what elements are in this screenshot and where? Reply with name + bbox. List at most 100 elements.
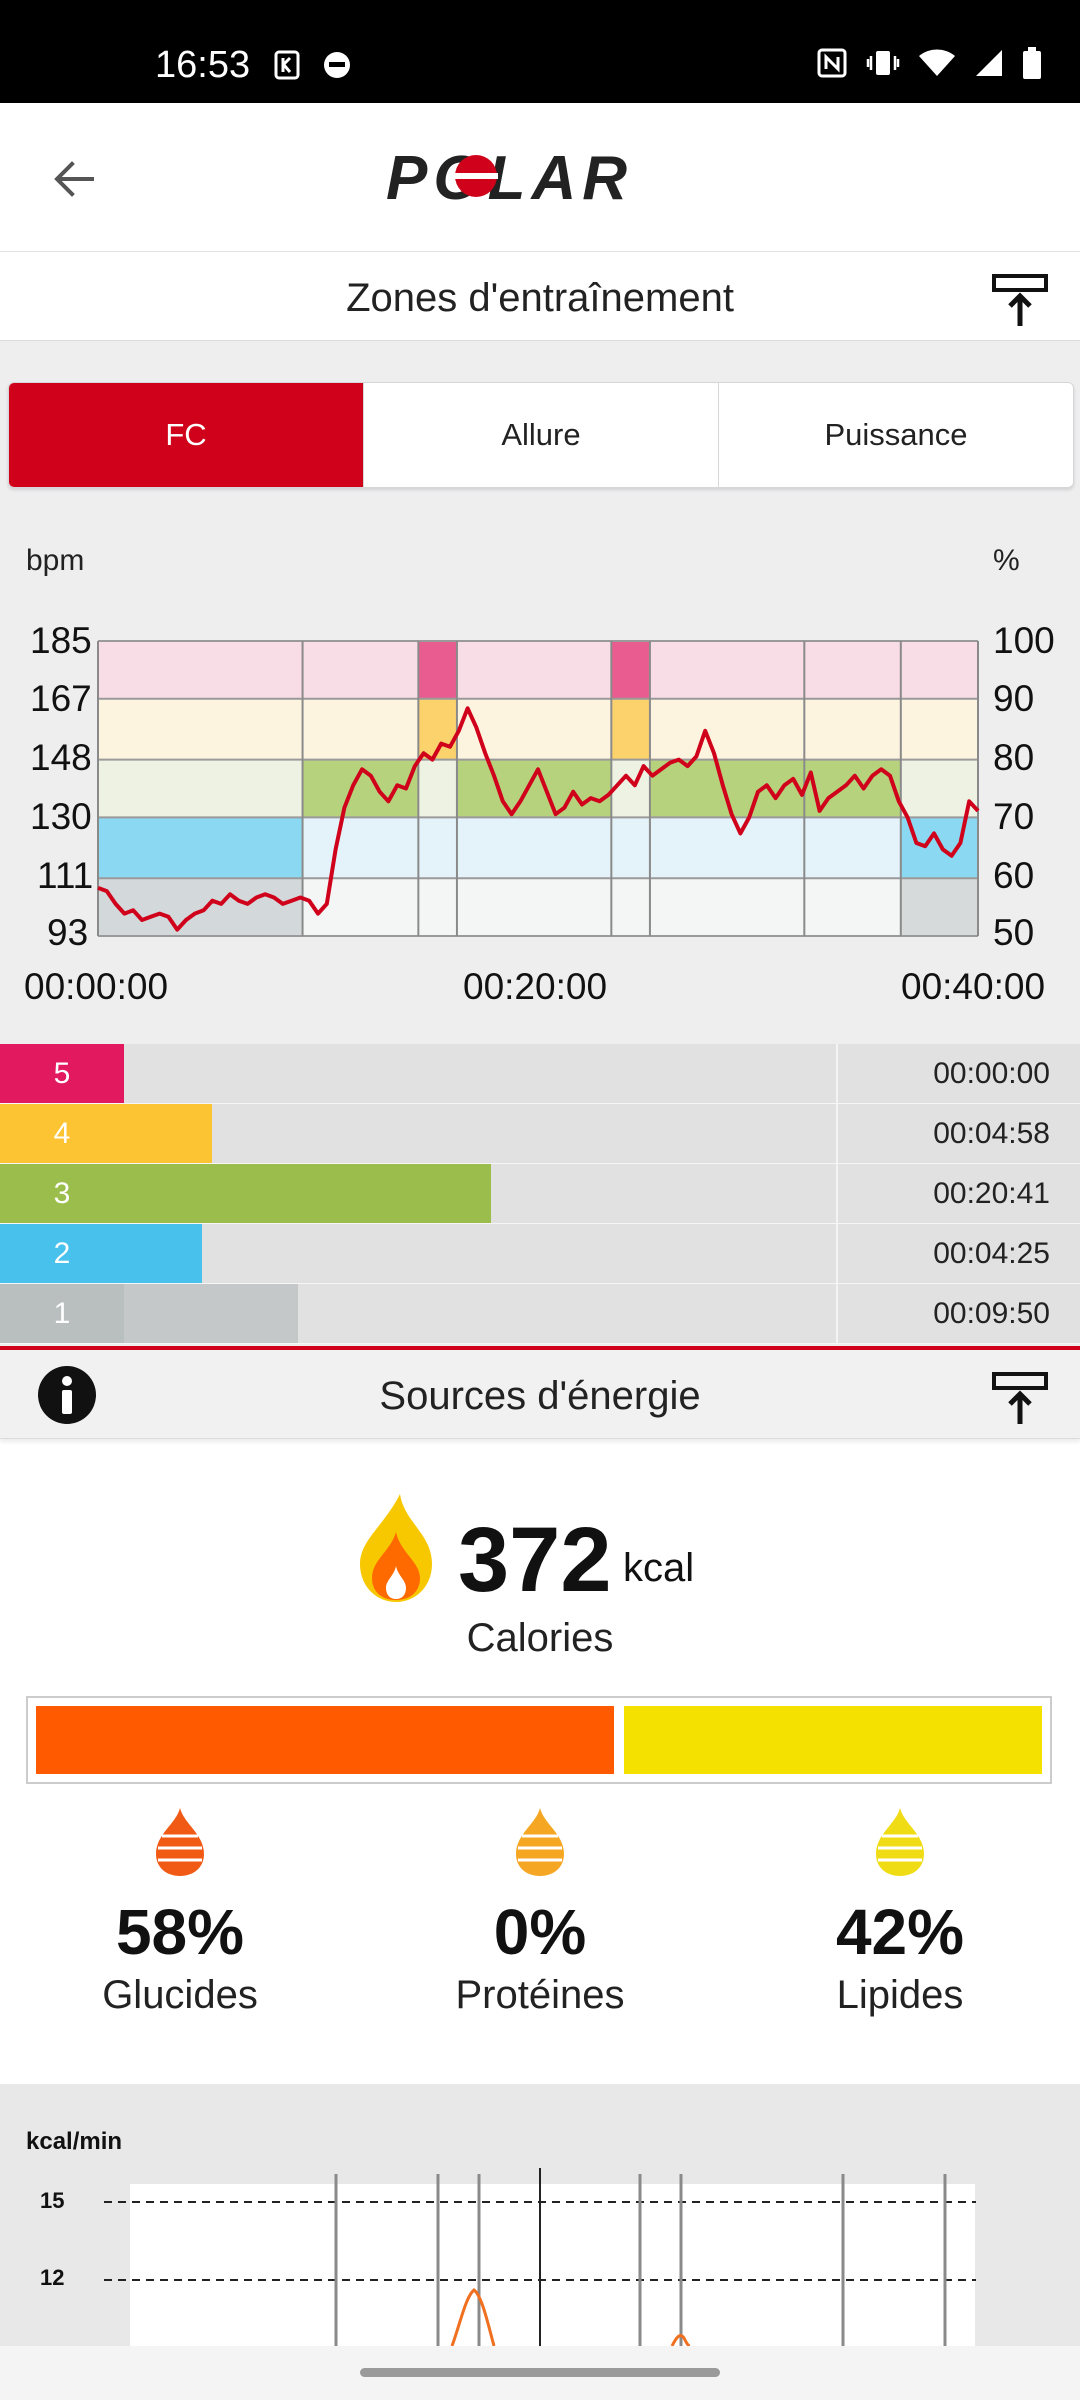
zone-band	[456, 878, 612, 936]
kcal-y-tick: 12	[40, 2265, 65, 2290]
y-tick-left: 185	[30, 620, 92, 661]
source-percent: 42%	[835, 1896, 965, 1968]
zone-band	[302, 817, 419, 879]
vibrate-icon	[866, 51, 900, 75]
zone-band	[418, 759, 457, 818]
zone-fill	[124, 1224, 203, 1283]
nfc-icon	[817, 48, 847, 78]
zone-band	[900, 878, 978, 936]
zone-number: 2	[0, 1224, 124, 1283]
divider	[836, 1284, 838, 1343]
y-tick-right: 70	[993, 796, 1035, 837]
y-tick-right: 100	[993, 620, 1055, 661]
divider	[0, 1346, 1080, 1350]
status-bar: 16:53	[0, 0, 1080, 103]
x-tick: 00:20:00	[463, 966, 608, 1007]
source-lipides: 42% Lipides	[750, 1806, 1050, 2018]
fat-drop-icon	[876, 1808, 924, 1876]
zone-time: 00:20:41	[933, 1177, 1050, 1210]
energy-sources-title: Sources d'énergie	[379, 1374, 701, 1418]
zone-row: 1 00:09:50	[0, 1284, 1080, 1344]
heart-rate-line	[97, 706, 980, 932]
zone-time: 00:04:25	[933, 1237, 1050, 1270]
export-icon[interactable]	[990, 1370, 1050, 1428]
zone-band	[649, 817, 805, 879]
zone-duration-list: 5 00:00:00 4 00:04:58 3 00:20:41 2 00:04…	[0, 1044, 1080, 1344]
zone-row: 2 00:04:25	[0, 1224, 1080, 1284]
divider	[836, 1104, 838, 1163]
zone-row: 3 00:20:41	[0, 1164, 1080, 1224]
carbs-drop-icon	[156, 1808, 204, 1876]
energy-sources-header: Sources d'énergie	[0, 1350, 1080, 1439]
y-axis-unit-left: bpm	[26, 544, 85, 577]
zone-band	[456, 759, 612, 818]
tab-puissance[interactable]: Puissance	[718, 383, 1073, 487]
training-zones-title: Zones d'entraînement	[346, 276, 734, 320]
zone-band	[302, 878, 419, 936]
source-name: Lipides	[836, 1973, 964, 2017]
zone-band	[456, 641, 612, 699]
zone-band	[98, 878, 303, 936]
zone-band	[456, 817, 612, 879]
x-tick: 00:40:00	[901, 966, 1046, 1007]
zone-row: 4 00:04:58	[0, 1104, 1080, 1164]
export-icon[interactable]	[990, 272, 1050, 330]
calories-unit: kcal	[623, 1546, 695, 1590]
zone-row: 5 00:00:00	[0, 1044, 1080, 1104]
zone-band	[418, 817, 457, 879]
protein-drop-icon	[516, 1808, 564, 1876]
app-bar: POLAR	[0, 103, 1080, 252]
tab-allure[interactable]: Allure	[363, 383, 718, 487]
zone-band	[302, 698, 419, 760]
zone-number: 4	[0, 1104, 124, 1163]
zone-band	[804, 878, 901, 936]
source-name: Protéines	[455, 1973, 625, 2017]
flame-icon	[360, 1494, 432, 1602]
x-tick: 00:00:00	[24, 966, 169, 1007]
y-tick-right: 60	[993, 855, 1035, 896]
zone-number: 1	[0, 1284, 124, 1343]
calories-label: Calories	[466, 1616, 614, 1660]
zone-fill	[124, 1284, 299, 1343]
source-glucides: 58% Glucides	[30, 1806, 330, 2018]
source-proteines: 0% Protéines	[390, 1806, 690, 2018]
y-tick-left: 111	[37, 855, 94, 896]
zone-band	[302, 641, 419, 699]
zone-band	[98, 759, 303, 818]
zone-fill	[124, 1164, 492, 1223]
kcal-chart-unit: kcal/min	[26, 2128, 123, 2155]
heart-rate-chart	[97, 640, 980, 937]
status-time: 16:53	[155, 44, 251, 86]
zone-band	[611, 698, 650, 760]
divider	[836, 1044, 838, 1103]
metric-tabs: FC Allure Puissance	[8, 382, 1074, 488]
zone-band	[611, 817, 650, 879]
training-zones-header: Zones d'entraînement	[0, 252, 1080, 341]
gesture-handle[interactable]	[360, 2368, 720, 2377]
zone-band	[418, 878, 457, 936]
y-tick-right: 90	[993, 678, 1035, 719]
zone-band	[649, 878, 805, 936]
calories-value: 372	[458, 1509, 612, 1611]
zone-band	[649, 698, 805, 760]
energy-split-bar	[26, 1696, 1052, 1784]
zone-band	[98, 698, 303, 760]
y-tick-left: 93	[47, 912, 89, 953]
zone-band	[418, 641, 457, 699]
source-percent: 0%	[493, 1896, 587, 1968]
info-icon[interactable]	[36, 1364, 98, 1426]
zone-fill	[124, 1104, 213, 1163]
svg-text:POLAR: POLAR	[386, 145, 633, 209]
tab-fc[interactable]: FC	[9, 383, 363, 487]
back-arrow-icon[interactable]	[44, 149, 104, 209]
y-tick-right: 50	[993, 912, 1035, 953]
polar-logo: POLAR	[386, 145, 633, 209]
lipides-segment	[623, 1706, 1042, 1774]
y-axis-unit-right: %	[993, 544, 1020, 577]
glucides-segment	[36, 1706, 614, 1774]
notification-icon	[274, 50, 300, 80]
media-icon	[324, 52, 350, 78]
zone-band	[649, 759, 805, 818]
divider	[836, 1224, 838, 1283]
zone-band	[649, 641, 805, 699]
